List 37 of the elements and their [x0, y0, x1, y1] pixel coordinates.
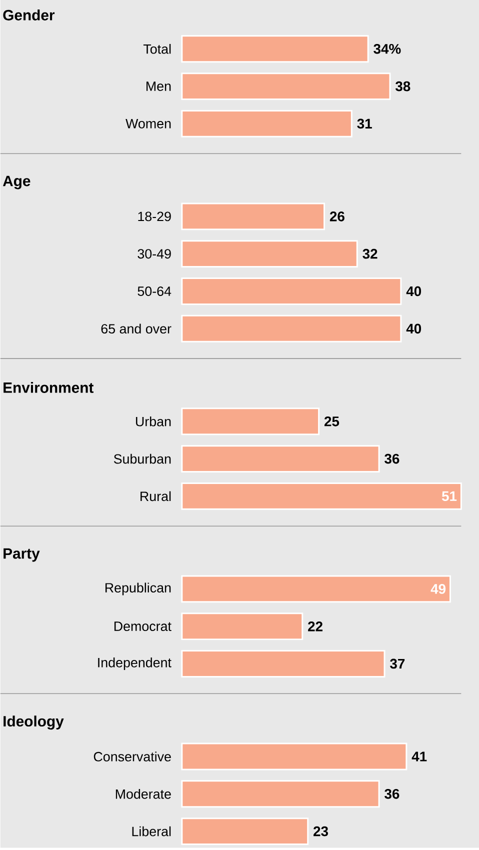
data-label: 36: [384, 788, 400, 799]
data-label: 51: [442, 491, 457, 502]
text: Gender: [3, 10, 55, 20]
y-tick-label: Women: [126, 119, 171, 128]
data-label: 49: [430, 584, 446, 594]
data-label: 36: [384, 454, 400, 464]
data-label: 31: [357, 118, 372, 129]
data-label: 37: [390, 658, 405, 669]
y-tick-label: Men: [146, 82, 171, 91]
data-label: 22: [308, 621, 322, 632]
text: Party: [4, 548, 40, 562]
y-tick-label: Moderate: [116, 788, 171, 799]
text: Environment: [4, 382, 94, 393]
data-label: 41: [412, 752, 427, 762]
y-tick-label: 30-49: [138, 249, 171, 259]
data-label: 40: [406, 324, 421, 334]
y-tick-label: Republican: [105, 582, 171, 596]
y-tick-label: Liberal: [132, 826, 171, 836]
data-label: 38: [395, 81, 410, 92]
y-tick-label: 50-64: [138, 286, 172, 296]
y-tick-label: 65 and over: [101, 324, 172, 334]
y-tick-label: Total: [143, 44, 171, 54]
y-tick-label: Democrat: [114, 622, 172, 632]
data-label: 40: [406, 286, 421, 296]
text: Age: [2, 176, 30, 190]
data-label: 23: [313, 826, 328, 836]
y-tick-label: Conservative: [94, 752, 171, 762]
y-tick-label: Urban: [136, 416, 171, 426]
y-tick-label: 18-29: [138, 212, 171, 222]
data-label: 26: [330, 212, 344, 222]
data-label: 32: [362, 248, 378, 259]
y-tick-label: Rural: [140, 491, 171, 502]
y-tick-label: Suburban: [114, 454, 171, 464]
data-label: 25: [324, 416, 340, 426]
text: Ideology: [4, 716, 64, 730]
data-label: 34%: [374, 44, 401, 54]
y-tick-label: Independent: [98, 657, 172, 670]
